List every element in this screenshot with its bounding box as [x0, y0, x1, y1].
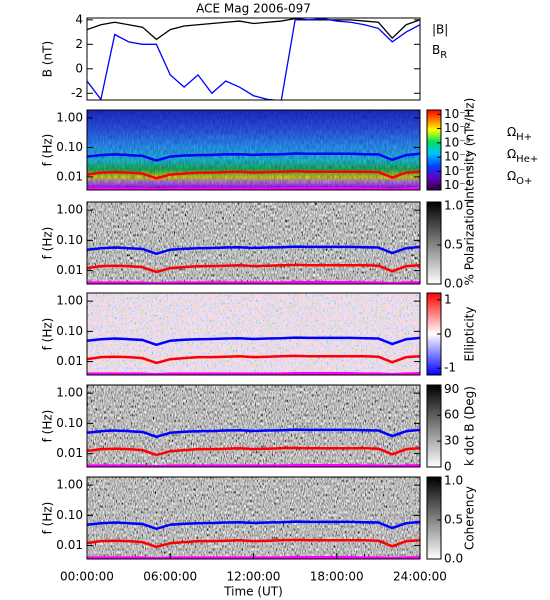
colorbar-tick-label: 10⁻² [444, 121, 471, 135]
y-tick-label: 4 [75, 12, 83, 26]
series-line [87, 372, 420, 375]
y-axis-label: f (Hz) [41, 134, 55, 167]
y-tick-label: 2 [75, 37, 83, 51]
legend-entry: BR [432, 43, 447, 62]
y-tick-label: 1.00 [56, 203, 83, 217]
colorbar-label: % Polarization [463, 201, 477, 286]
plot-frame [86, 292, 421, 376]
series-line [87, 263, 420, 274]
y-axis-label: f (Hz) [41, 227, 55, 260]
spectrogram [87, 385, 420, 467]
colorbar [426, 109, 442, 191]
y-tick-label: 0.10 [56, 416, 83, 430]
colorbar-tick-label: 10⁻¹ [444, 107, 471, 121]
series-line [87, 170, 420, 180]
spectrogram [87, 477, 420, 559]
y-tick-label: 0.01 [56, 169, 83, 183]
y-tick-label: 0.01 [56, 354, 83, 368]
colorbar-tick-label: 0.0 [444, 552, 463, 566]
spectrogram [87, 202, 420, 284]
series-line [87, 354, 420, 365]
y-tick-label: 0.10 [56, 508, 83, 522]
series-line [87, 18, 420, 41]
colorbar [426, 476, 442, 560]
y-tick-label: 1.00 [56, 294, 83, 308]
colorbar-tick-label: 0 [444, 327, 452, 341]
series-line [87, 187, 420, 190]
y-tick-label: -2 [71, 86, 83, 100]
series-line [87, 428, 420, 439]
colorbar [426, 384, 442, 468]
colorbar-tick-label: 10⁻⁶ [444, 178, 471, 192]
y-axis-label: f (Hz) [41, 502, 55, 535]
y-tick-label: 0.01 [56, 538, 83, 552]
y-tick-label: 0 [75, 61, 83, 75]
y-tick-label: 1.00 [56, 110, 83, 124]
x-tick-label: 18:00:00 [310, 570, 364, 584]
plot-frame [86, 384, 421, 468]
legend-entry: ΩH+ [507, 125, 532, 144]
colorbar-tick-label: 30 [444, 434, 459, 448]
spectrogram [87, 293, 420, 375]
colorbar-tick-label: 1.0 [444, 198, 463, 212]
colorbar-tick-label: 0.5 [444, 237, 463, 251]
colorbar-label: k dot B (Deg) [463, 386, 477, 466]
y-axis-label: f (Hz) [41, 410, 55, 443]
colorbar-tick-label: 0.5 [444, 512, 463, 526]
chart-title: ACE Mag 2006-097 [196, 2, 311, 16]
legend-entry: ΩO+ [507, 169, 532, 188]
y-tick-label: 0.01 [56, 446, 83, 460]
series-line [87, 281, 420, 284]
y-tick-label: 1.00 [56, 478, 83, 492]
legend-entry: |B| [432, 23, 448, 37]
series-line [87, 520, 420, 531]
series-line [87, 245, 420, 256]
colorbar-label: Intensity (nT²/Hz) [463, 98, 477, 203]
y-tick-label: 0.10 [56, 140, 83, 154]
colorbar-label: Ellipticity [463, 307, 477, 362]
plot-frame [86, 17, 421, 101]
series-line [87, 538, 420, 549]
y-tick-label: 0.01 [56, 263, 83, 277]
colorbar-tick-label: 10⁻⁵ [444, 164, 471, 178]
x-tick-label: 06:00:00 [143, 570, 197, 584]
colorbar-label: Coherency [463, 486, 477, 550]
colorbar-tick-label: 60 [444, 408, 459, 422]
legend-entry: ΩHe+ [507, 147, 538, 166]
colorbar-tick-label: -1 [444, 361, 456, 375]
x-axis-label: Time (UT) [223, 585, 283, 599]
colorbar-tick-label: 1 [444, 292, 452, 306]
series-line [87, 18, 420, 100]
colorbar-tick-label: 10⁻⁴ [444, 150, 471, 164]
colorbar-tick-label: 90 [444, 382, 459, 396]
series-line [87, 464, 420, 467]
spectrogram-texture [87, 110, 420, 190]
y-tick-label: 0.10 [56, 324, 83, 338]
colorbar-tick-label: 0.0 [444, 277, 463, 291]
y-tick-label: 0.10 [56, 233, 83, 247]
series-line [87, 446, 420, 457]
colorbar-tick-label: 1.0 [444, 473, 463, 487]
colorbar [426, 201, 442, 285]
series-line [87, 336, 420, 347]
y-axis-label: B (nT) [41, 41, 55, 77]
x-tick-label: 24:00:00 [393, 570, 447, 584]
plot-frame [86, 109, 421, 191]
y-tick-label: 1.00 [56, 386, 83, 400]
x-tick-label: 00:00:00 [60, 570, 114, 584]
colorbar-tick-label: 10⁻³ [444, 135, 471, 149]
plot-frame [86, 201, 421, 285]
colorbar-tick-label: 0 [444, 460, 452, 474]
x-tick-label: 12:00:00 [227, 570, 281, 584]
series-line [87, 152, 420, 162]
y-axis-label: f (Hz) [41, 318, 55, 351]
